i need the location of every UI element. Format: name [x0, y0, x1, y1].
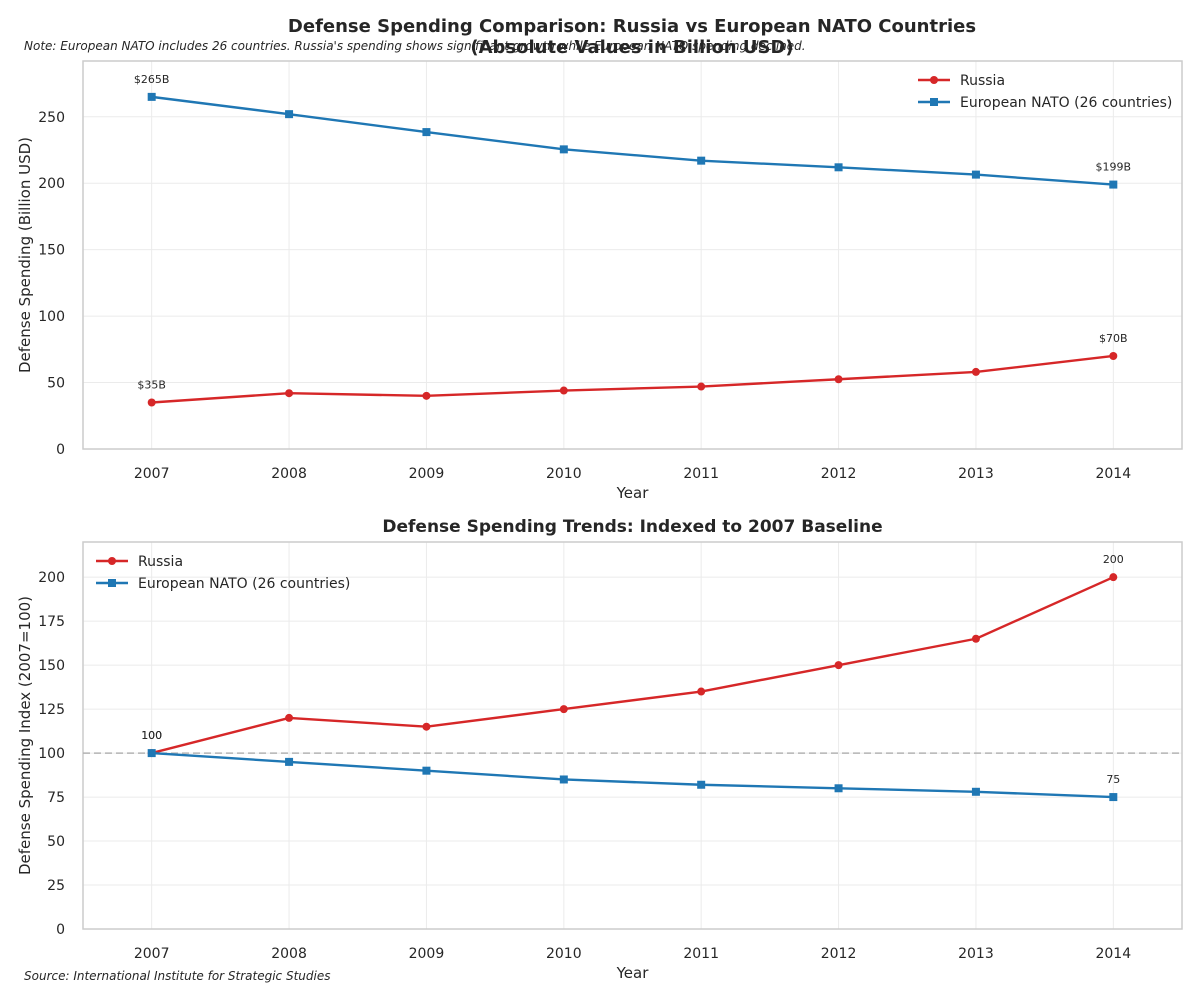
y-tick-label: 25 — [47, 878, 65, 894]
y-tick-label: 150 — [38, 658, 65, 674]
nato-data-point — [285, 110, 294, 119]
y-tick-label: 250 — [38, 110, 65, 126]
nato-data-point — [559, 145, 568, 154]
x-tick-label: 2007 — [134, 466, 170, 482]
russia-data-point — [285, 389, 294, 398]
nato-data-point — [285, 757, 294, 766]
y-axis-label: Defense Spending (Billion USD) — [16, 137, 34, 373]
russia-data-label: 100 — [141, 729, 162, 742]
x-tick-label: 2008 — [271, 946, 307, 962]
nato-series-line — [151, 751, 1114, 799]
y-tick-label: 0 — [56, 442, 65, 458]
nato-data-point — [697, 156, 706, 165]
russia-data-label: $35B — [137, 378, 166, 391]
nato-data-label: $265B — [134, 73, 170, 86]
nato-legend-label: European NATO (26 countries) — [138, 576, 350, 592]
russia-legend-label: Russia — [138, 554, 183, 570]
source-note: Source: International Institute for Stra… — [24, 969, 331, 983]
nato-data-point — [1109, 180, 1118, 189]
russia-data-point — [1109, 573, 1118, 582]
russia-legend-marker — [108, 557, 116, 565]
x-tick-label: 2014 — [1095, 466, 1131, 482]
russia-data-point — [147, 398, 156, 407]
x-tick-label: 2007 — [134, 946, 170, 962]
y-tick-label: 0 — [56, 922, 65, 938]
russia-data-label: $70B — [1099, 332, 1128, 345]
x-tick-label: 2013 — [958, 466, 994, 482]
russia-data-point — [422, 391, 431, 400]
russia-data-point — [697, 687, 706, 696]
russia-legend-marker — [930, 76, 938, 84]
russia-data-point — [1109, 351, 1118, 360]
x-tick-label: 2012 — [821, 466, 857, 482]
figure-title-line2: (Absolute Values in Billion USD) — [470, 37, 793, 58]
chart-title: Defense Spending Trends: Indexed to 2007… — [382, 517, 882, 537]
nato-data-point — [971, 787, 980, 796]
plot-frame — [82, 60, 1183, 450]
russia-data-point — [285, 713, 294, 722]
indexed-spending-chart: 0 25 50 75 100 125 150 175 200 2007 2008 2009 2010 20… — [16, 517, 1183, 982]
russia-data-point — [971, 367, 980, 376]
russia-series-line — [151, 576, 1114, 755]
y-axis-label: Defense Spending Index (2007=100) — [16, 596, 34, 875]
y-tick-label: 75 — [47, 790, 65, 806]
nato-data-label: $199B — [1096, 161, 1132, 174]
y-tick-label: 50 — [47, 834, 65, 850]
nato-series-line — [151, 95, 1114, 186]
x-tick-label: 2010 — [546, 946, 582, 962]
x-tick-label: 2011 — [683, 466, 719, 482]
nato-legend-label: European NATO (26 countries) — [960, 95, 1172, 111]
russia-data-point — [834, 661, 843, 670]
nato-data-point — [147, 749, 156, 758]
nato-data-point — [147, 92, 156, 101]
nato-data-point — [422, 128, 431, 137]
absolute-spending-chart: 0 50 100 150 200 250 2007 2008 2009 2010 2011 2012 2… — [16, 60, 1183, 502]
nato-data-label: 100 — [141, 729, 162, 742]
russia-data-point — [971, 634, 980, 643]
y-tick-label: 125 — [38, 702, 65, 718]
y-tick-label: 200 — [38, 176, 65, 192]
x-tick-label: 2014 — [1095, 946, 1131, 962]
russia-data-label: 200 — [1103, 553, 1124, 566]
russia-data-point — [697, 382, 706, 391]
x-axis-label: Year — [616, 964, 650, 982]
y-tick-label: 100 — [38, 309, 65, 325]
nato-data-point — [971, 170, 980, 179]
nato-data-point — [1109, 793, 1118, 802]
nato-data-point — [559, 775, 568, 784]
nato-legend-marker — [930, 98, 938, 106]
x-tick-label: 2008 — [271, 466, 307, 482]
y-tick-label: 100 — [38, 746, 65, 762]
x-tick-label: 2010 — [546, 466, 582, 482]
x-tick-label: 2013 — [958, 946, 994, 962]
russia-data-point — [834, 375, 843, 384]
russia-data-point — [559, 705, 568, 714]
x-tick-label: 2012 — [821, 946, 857, 962]
y-tick-label: 175 — [38, 614, 65, 630]
russia-series-line — [151, 354, 1114, 404]
x-tick-label: 2009 — [409, 946, 445, 962]
y-tick-label: 150 — [38, 243, 65, 259]
x-tick-label: 2011 — [683, 946, 719, 962]
x-tick-label: 2009 — [409, 466, 445, 482]
figure-title-line1: Defense Spending Comparison: Russia vs E… — [288, 16, 976, 37]
russia-data-point — [422, 722, 431, 731]
figure-note: Note: European NATO includes 26 countrie… — [24, 39, 806, 53]
plot-frame — [82, 541, 1183, 930]
nato-data-label: 75 — [1106, 773, 1120, 786]
nato-data-point — [697, 780, 706, 789]
russia-legend-label: Russia — [960, 73, 1005, 89]
y-tick-label: 200 — [38, 570, 65, 586]
nato-legend-marker — [108, 579, 116, 587]
russia-data-point — [559, 386, 568, 395]
nato-data-point — [834, 163, 843, 172]
nato-data-point — [834, 784, 843, 793]
x-axis-label: Year — [616, 484, 650, 502]
y-tick-label: 50 — [47, 376, 65, 392]
nato-data-point — [422, 766, 431, 775]
